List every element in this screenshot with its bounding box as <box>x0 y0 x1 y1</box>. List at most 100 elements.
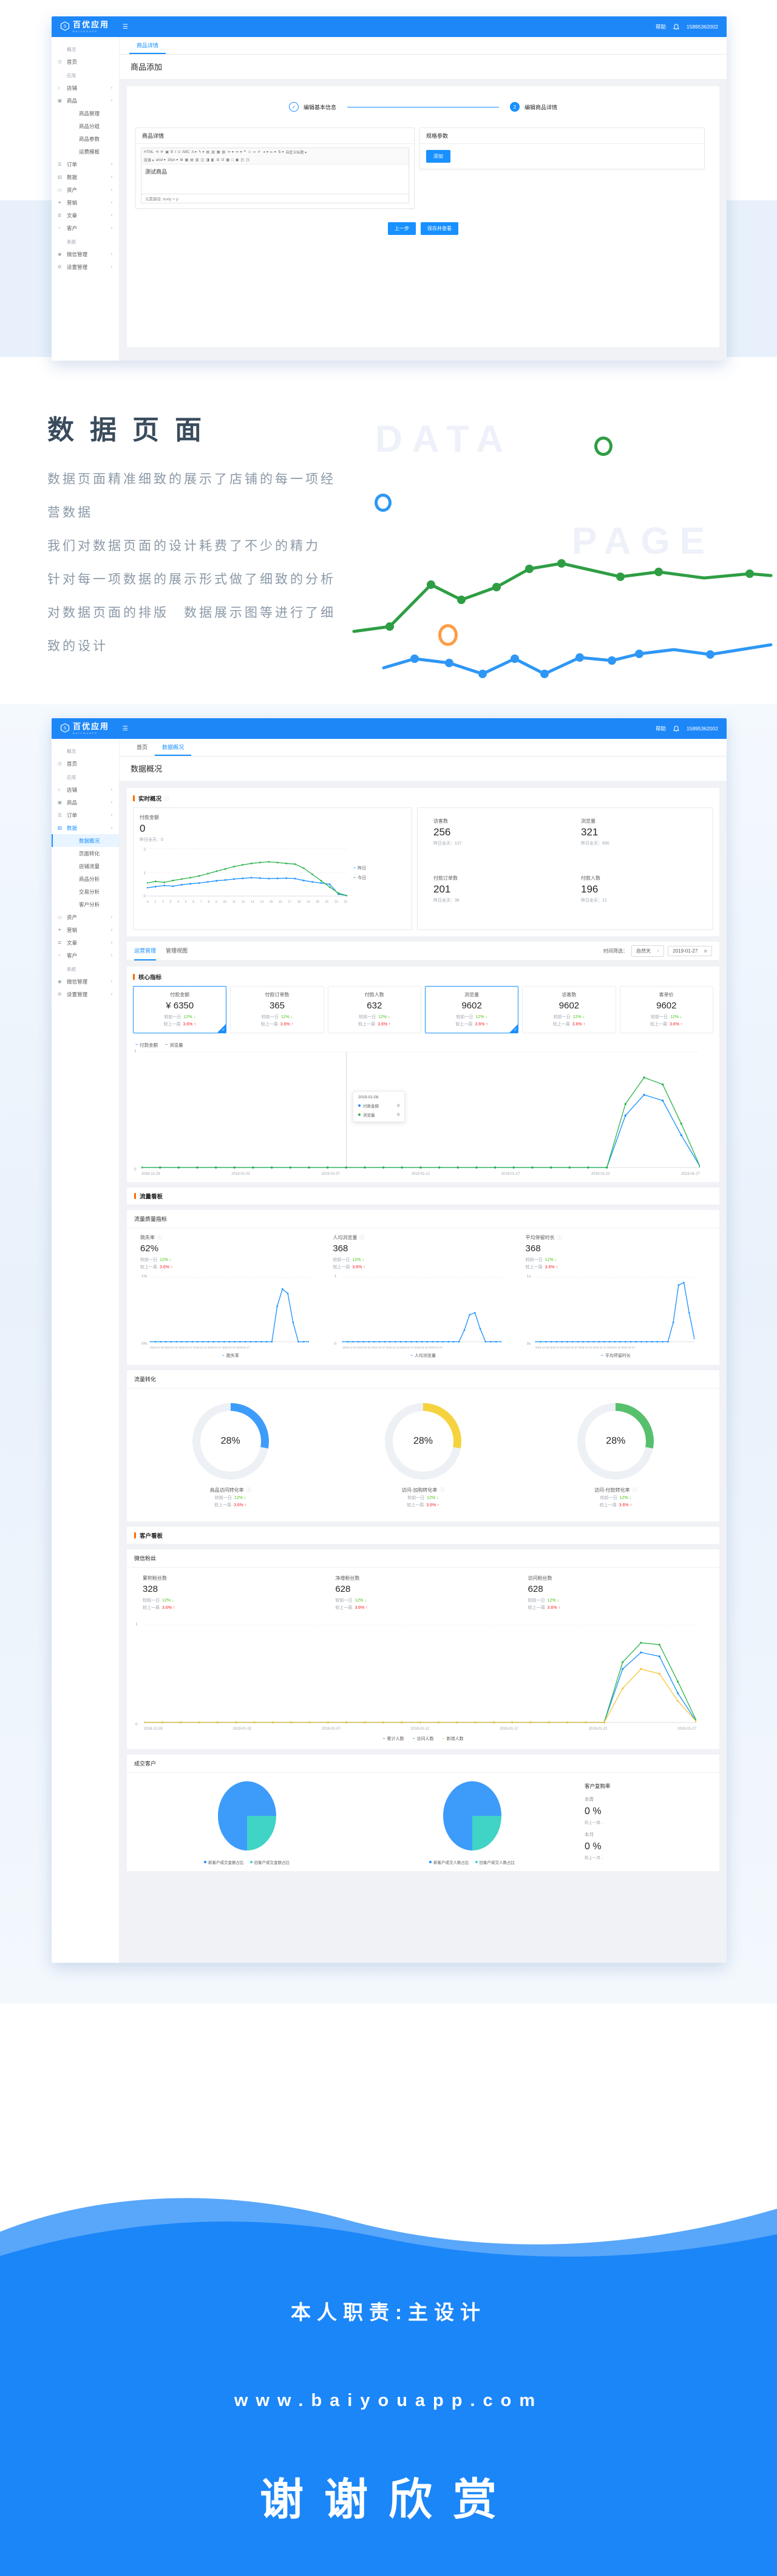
editor-content[interactable]: 测试商品 <box>141 164 409 194</box>
sidebar-item[interactable]: ▣ 商品 ∧ <box>52 94 119 107</box>
info-icon[interactable]: ⓘ <box>632 1487 637 1493</box>
tab-product-detail[interactable]: 商品详情 <box>129 37 166 54</box>
info-icon[interactable]: ⓘ <box>164 795 169 801</box>
sidebar-item[interactable]: 店铺流量 <box>52 860 119 872</box>
add-spec-button[interactable]: 添加 <box>426 150 450 163</box>
sidebar-item[interactable]: ≣ 文章 ∨ <box>52 936 119 949</box>
sidebar-item[interactable]: ⌂ 店铺 ∨ <box>52 81 119 94</box>
toolbar-icon[interactable]: ◨ <box>206 158 209 162</box>
sidebar-item[interactable]: ✦ 营销 ∨ <box>52 196 119 209</box>
toolbar-icon[interactable]: ▤ <box>206 151 210 154</box>
sidebar-item[interactable]: ⚙ 设置管理 ∨ <box>52 260 119 273</box>
toolbar-icon[interactable]: arial ▾ <box>155 158 166 162</box>
toolbar-icon[interactable]: 段落 ▾ <box>144 159 154 163</box>
toolbar-icon[interactable]: ◳ <box>246 158 249 162</box>
toolbar-icon[interactable]: ▤ <box>190 158 194 162</box>
fans-line-chart[interactable] <box>144 1624 696 1725</box>
toolbar-icon[interactable]: ⇤ ▾ <box>270 151 276 154</box>
sidebar-item[interactable]: 交易分析 <box>52 885 119 898</box>
date-picker[interactable]: 2019-01-27 ▦ <box>668 946 712 956</box>
tab-data-overview[interactable]: 数据概况 <box>155 739 192 756</box>
sidebar-item[interactable]: 商品分组 <box>52 120 119 132</box>
sidebar-item[interactable]: ☰ 订单 ∨ <box>52 158 119 171</box>
toolbar-icon[interactable]: ▥ <box>195 158 199 162</box>
sidebar-item[interactable]: ▣ 商品 ∨ <box>52 796 119 809</box>
toolbar-icon[interactable]: ▣ <box>165 151 169 154</box>
sidebar-item[interactable]: ◔ 客户 ∨ <box>52 949 119 962</box>
sidebar-item[interactable]: 页面转化 <box>52 847 119 860</box>
sidebar-item[interactable]: ▥ 数据 ∨ <box>52 171 119 183</box>
sidebar-item[interactable]: ◉ 微信管理 ∨ <box>52 248 119 260</box>
toolbar-icon[interactable]: A ▾ <box>191 151 197 154</box>
toolbar-icon[interactable]: ⇅ ▾ <box>277 151 284 154</box>
toolbar-icon[interactable]: ≔ ▾ <box>227 151 234 154</box>
sidebar-item[interactable]: 数据概况 <box>52 834 119 847</box>
toolbar-icon[interactable]: 自定义标题 ▾ <box>285 151 307 155</box>
toolbar-icon[interactable]: ▦ <box>185 158 189 162</box>
sidebar-item[interactable]: ▥ 数据 ∧ <box>52 821 119 834</box>
tab-management-view[interactable]: 管理视图 <box>166 948 188 954</box>
info-icon[interactable]: ⓘ <box>439 1487 445 1493</box>
sidebar-item[interactable]: ◉ 微信管理 ∨ <box>52 975 119 988</box>
user-account[interactable]: 15895362002 <box>686 24 718 30</box>
menu-collapse-icon[interactable]: ☰ <box>123 725 128 732</box>
toolbar-icon[interactable]: ⊡ <box>221 158 225 162</box>
metric-card[interactable]: 客单价 9602 较前一日 12% ↓ 较上一周 3.6% ↑ <box>619 986 713 1033</box>
range-select[interactable]: 自然天 ∨ <box>631 945 665 957</box>
sidebar-item[interactable]: 系统 <box>52 963 119 975</box>
mini-line-chart[interactable] <box>150 1276 309 1344</box>
info-icon[interactable]: ⓘ <box>246 1487 251 1493</box>
toolbar-icon[interactable]: HTML <box>144 150 154 154</box>
tab-operations[interactable]: 运营管理 <box>134 942 157 960</box>
toolbar-icon[interactable]: ▩ <box>226 158 230 162</box>
info-icon[interactable]: ⓘ <box>557 1235 562 1240</box>
sidebar-item[interactable]: ☰ 订单 ∨ <box>52 809 119 821</box>
sidebar-item[interactable]: 应用 <box>52 70 119 81</box>
sidebar-item[interactable]: ✦ 营销 ∨ <box>52 923 119 936</box>
sidebar-item[interactable]: ▭ 资产 ∨ <box>52 183 119 196</box>
user-account[interactable]: 15895362002 <box>686 726 718 732</box>
toolbar-icon[interactable]: ABC <box>182 150 190 154</box>
toolbar-icon[interactable]: ❝ <box>243 151 246 154</box>
sidebar-item[interactable]: ◔ 客户 ∨ <box>52 222 119 234</box>
metric-card[interactable]: 付款金额 ¥ 6350 较前一日 12% ↓ 较上一周 3.6% ↑ <box>133 986 227 1033</box>
info-icon[interactable]: ⓘ <box>157 1235 162 1240</box>
sidebar-item[interactable]: ▭ 资产 ∨ <box>52 911 119 923</box>
sidebar-item[interactable]: 商品分析 <box>52 872 119 885</box>
mini-line-chart[interactable] <box>535 1276 694 1344</box>
toolbar-icon[interactable]: ◫ <box>200 158 205 162</box>
toolbar-icon[interactable]: ▣ <box>235 158 239 162</box>
toolbar-icon[interactable]: ☺ <box>247 150 251 154</box>
info-icon[interactable]: ⓘ <box>359 1235 365 1240</box>
sidebar-item[interactable]: ⚙ 设置管理 ∨ <box>52 988 119 1001</box>
metric-card[interactable]: 付款订单数 365 较前一日 12% ↓ 较上一周 3.6% ↑ <box>230 986 324 1033</box>
sidebar-item[interactable]: 概况 <box>52 746 119 757</box>
metric-card[interactable]: 付款人数 632 较前一日 12% ↓ 较上一周 3.6% ↑ <box>327 986 421 1033</box>
sidebar-item[interactable]: 系统 <box>52 236 119 248</box>
help-link[interactable]: 帮助 <box>655 24 666 30</box>
bell-icon[interactable] <box>673 725 679 732</box>
toolbar-icon[interactable]: ⟳ <box>160 151 164 154</box>
toolbar-icon[interactable]: I <box>175 150 176 154</box>
bell-icon[interactable] <box>673 23 679 30</box>
toolbar-icon[interactable]: ▧ <box>222 151 226 154</box>
prev-step-button[interactable]: 上一步 <box>388 222 416 235</box>
sidebar-item[interactable]: 商品管理 <box>52 107 119 120</box>
sidebar-item[interactable]: 运费模板 <box>52 145 119 158</box>
save-and-view-button[interactable]: 保存并查看 <box>421 222 458 235</box>
app-logo[interactable]: S 百优应用 BAIYOUAPP <box>60 722 109 735</box>
toolbar-icon[interactable]: 16px ▾ <box>167 158 178 162</box>
sidebar-item[interactable]: ◷ 首页 <box>52 757 119 770</box>
toolbar-icon[interactable]: ✐ <box>257 151 261 154</box>
mini-line-chart[interactable] <box>342 1276 502 1344</box>
toolbar-icon[interactable]: ◧ <box>211 158 215 162</box>
metric-card[interactable]: 访客数 9602 较前一日 12% ↓ 较上一周 3.6% ↑ <box>522 986 616 1033</box>
trend-line-chart[interactable] <box>141 1051 700 1170</box>
toolbar-icon[interactable]: B <box>171 150 174 154</box>
sidebar-item[interactable]: 概况 <box>52 44 119 55</box>
sidebar-item[interactable]: 客户分析 <box>52 898 119 911</box>
toolbar-icon[interactable]: ⇥ ▾ <box>262 151 268 154</box>
sidebar-item[interactable]: ⌂ 店铺 ∨ <box>52 783 119 796</box>
footer-site[interactable]: www.baiyouapp.com <box>234 2391 543 2410</box>
toolbar-icon[interactable]: ⊞ <box>180 158 183 162</box>
